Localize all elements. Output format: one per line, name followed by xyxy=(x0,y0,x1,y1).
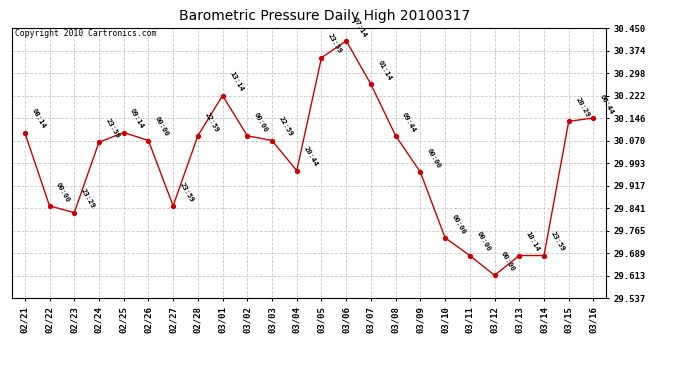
Text: 01:14: 01:14 xyxy=(377,60,393,81)
Text: 00:00: 00:00 xyxy=(55,181,71,203)
Text: 20:44: 20:44 xyxy=(302,146,319,168)
Text: 23:59: 23:59 xyxy=(327,33,343,55)
Text: 09:44: 09:44 xyxy=(401,111,417,133)
Text: 23:59: 23:59 xyxy=(549,231,566,253)
Text: 22:59: 22:59 xyxy=(204,111,219,133)
Text: 23:59: 23:59 xyxy=(104,117,121,140)
Text: 23:59: 23:59 xyxy=(179,181,195,203)
Text: 00:00: 00:00 xyxy=(426,147,442,170)
Text: Copyright 2010 Cartronics.com: Copyright 2010 Cartronics.com xyxy=(15,30,157,39)
Text: 20:29: 20:29 xyxy=(574,96,591,118)
Text: 08:14: 08:14 xyxy=(30,108,46,130)
Text: 00:00: 00:00 xyxy=(451,213,467,235)
Text: 10:14: 10:14 xyxy=(525,231,541,253)
Text: 09:14: 09:14 xyxy=(129,108,146,130)
Text: 00:00: 00:00 xyxy=(253,111,269,133)
Text: 00:00: 00:00 xyxy=(500,251,516,273)
Text: 13:14: 13:14 xyxy=(228,71,244,93)
Text: 23:29: 23:29 xyxy=(80,188,96,210)
Text: 00:00: 00:00 xyxy=(154,116,170,138)
Text: 22:59: 22:59 xyxy=(277,116,294,138)
Text: Barometric Pressure Daily High 20100317: Barometric Pressure Daily High 20100317 xyxy=(179,9,470,23)
Text: 06:44: 06:44 xyxy=(599,93,615,115)
Text: 00:00: 00:00 xyxy=(475,231,491,253)
Text: 07:14: 07:14 xyxy=(352,16,368,38)
